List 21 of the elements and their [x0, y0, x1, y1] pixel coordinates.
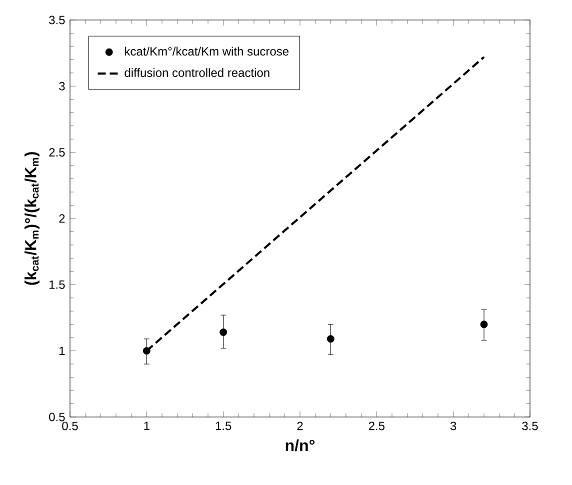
point [142, 347, 150, 355]
y-tick-label: 2 [59, 214, 65, 223]
y-tick-label: 1.5 [50, 280, 65, 289]
y-tick-label: 3.5 [49, 16, 65, 24]
y-tick-label: 2.5 [49, 148, 65, 157]
y-tick-label: 0.5 [49, 412, 65, 422]
x-tick-label: 3.5 [522, 422, 538, 430]
legend-label: diffusion controlled reaction [124, 68, 270, 77]
x-tick-label: 1 [144, 422, 150, 430]
x-axis-title: n/n° [286, 439, 315, 452]
point [220, 328, 228, 336]
x-tick-label: 2 [297, 422, 303, 430]
x-tick-label: 2.5 [368, 422, 384, 430]
y-tick-label: 3 [59, 82, 65, 90]
x-tick-label: 3 [450, 422, 456, 430]
legend-label: kcat/Km°/kcat/Km with sucrose [125, 46, 289, 56]
point [326, 335, 334, 343]
y-tick-label: 1 [60, 346, 65, 355]
x-tick-label: 1.5 [216, 422, 232, 430]
point [480, 320, 488, 328]
text: (k$_{cat}$/K$_{m}$)°/(k$_{cat}$/K$_{m}$) [24, 152, 40, 285]
